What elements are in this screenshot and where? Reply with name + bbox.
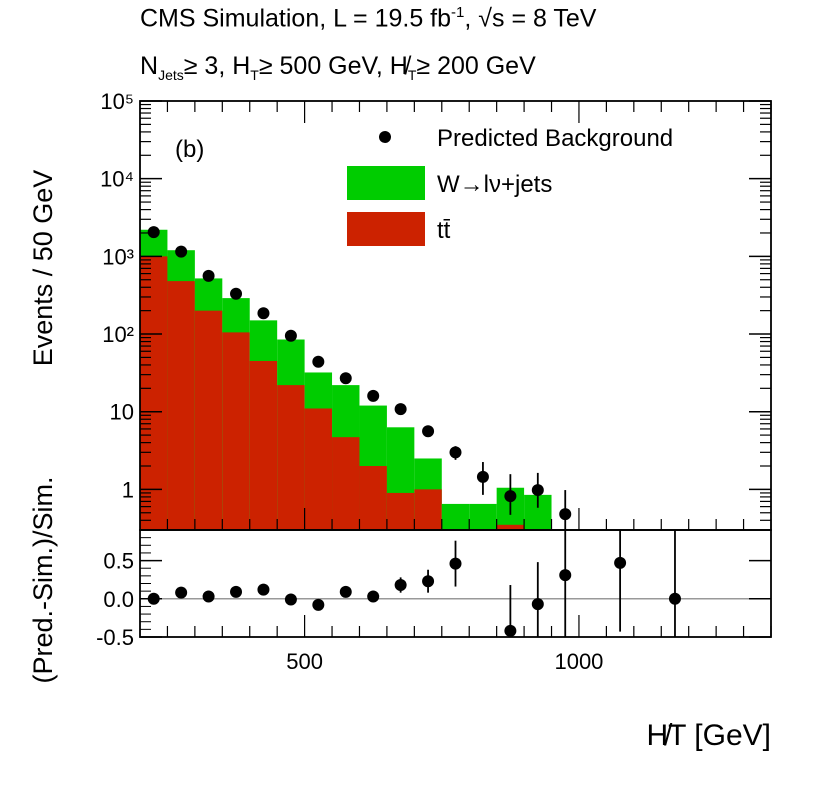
ratio-y-axis-title: (Pred.-Sim.)/Sim.: [28, 476, 58, 683]
header-njets: N: [140, 52, 159, 80]
main-points-layer: [147, 226, 572, 530]
ratio-point: [504, 624, 517, 637]
ratio-point: [284, 593, 297, 606]
predicted-point: [339, 372, 352, 385]
ttbar-bar: [332, 437, 360, 530]
header-ht-sub: T: [250, 67, 259, 83]
ratio-point: [422, 575, 435, 588]
ratio-point: [531, 598, 544, 611]
ratio-point: [559, 569, 572, 582]
header-energy-text: , √s = 8 TeV: [464, 4, 597, 33]
ttbar-bar: [386, 492, 415, 530]
predicted-point: [531, 484, 544, 497]
main-axes-layer: 1 10 10² 10³ 10⁴ 10⁵ (b): [100, 89, 772, 531]
header-njets-sub: Jets: [158, 67, 184, 83]
axis-titles: Events / 50 GeV (Pred.-Sim.)/Sim. H̸T [GeV…: [28, 170, 771, 752]
ratio-point: [367, 590, 380, 603]
ratio-point: [394, 579, 407, 592]
header-lumi-exponent: -1: [451, 4, 465, 21]
main-y-tick-label: 10²: [102, 322, 134, 347]
header-cut-ht: ≥ 3, H: [183, 52, 251, 80]
predicted-point: [504, 490, 517, 503]
main-y-tick-label: 10: [110, 400, 134, 425]
main-y-tick-label: 10⁴: [100, 167, 134, 192]
ttbar-bar: [414, 489, 442, 530]
ratio-point: [230, 585, 243, 598]
ratio-y-tick-label: 0.0: [103, 587, 134, 612]
main-y-tick-label: 1: [122, 477, 134, 502]
wjets-bar: [469, 503, 497, 530]
ttbar-bar: [277, 385, 305, 530]
ttbar-bar: [167, 281, 195, 530]
predicted-point: [257, 307, 270, 320]
predicted-point: [422, 425, 435, 438]
predicted-point: [394, 403, 407, 416]
ttbar-bar: [140, 256, 168, 530]
header-lumi-text: CMS Simulation, L = 19.5 fb: [140, 4, 452, 33]
header-cut-mht-value: ≥ 200 GeV: [416, 52, 536, 80]
predicted-point: [559, 508, 572, 521]
ttbar-bar: [222, 332, 250, 530]
legend-swatch: [347, 212, 425, 246]
header-line-1: CMS Simulation, L = 19.5 fb-1, √s = 8 Te…: [140, 4, 596, 33]
ratio-layer: 0.5 0.0 -0.5 500 1000: [96, 529, 772, 674]
wjets-bar: [441, 503, 470, 530]
x-axis-title: H̸T [GeV]: [647, 719, 771, 752]
predicted-point: [284, 329, 297, 342]
ratio-point: [175, 586, 188, 599]
legend-label: W→lν+jets: [437, 171, 552, 198]
predicted-point: [476, 470, 489, 483]
ratio-y-tick-label: -0.5: [96, 625, 134, 650]
legend: Predicted Background W→lν+jets tt̄: [347, 125, 673, 246]
ttbar-bar: [194, 310, 223, 530]
predicted-point: [202, 269, 215, 282]
main-stack-layer: [140, 229, 552, 530]
ratio-point: [257, 583, 270, 596]
predicted-point: [147, 226, 160, 239]
header-line-2: NJets≥ 3, HT≥ 500 GeV, H̸T≥ 200 GeV: [140, 52, 536, 83]
legend-marker: [379, 131, 391, 143]
predicted-point: [312, 355, 325, 368]
ratio-point: [668, 592, 681, 605]
ttbar-bar: [359, 466, 387, 530]
ratio-point: [147, 592, 160, 605]
ratio-point: [202, 590, 215, 603]
legend-swatch: [347, 166, 425, 200]
x-tick-label: 1000: [554, 649, 603, 674]
ratio-point: [312, 598, 325, 611]
ttbar-bar: [249, 360, 278, 530]
ratio-point: [339, 585, 352, 598]
main-y-tick-label: 10⁵: [100, 89, 134, 114]
ratio-y-tick-label: 0.5: [103, 549, 134, 574]
x-tick-label: 500: [286, 649, 323, 674]
header-mht-sub: T: [407, 67, 417, 83]
ratio-point: [449, 557, 462, 570]
header-cut-mht: ≥ 500 GeV, H̸: [258, 52, 408, 80]
ratio-point: [614, 556, 627, 569]
ttbar-bar: [304, 408, 333, 530]
ttbar-bar: [496, 524, 525, 530]
legend-label: Predicted Background: [437, 125, 673, 152]
predicted-point: [230, 287, 243, 300]
legend-label: tt̄: [437, 217, 451, 244]
predicted-point: [175, 245, 188, 258]
predicted-point: [367, 389, 380, 402]
main-y-tick-label: 10³: [102, 244, 134, 269]
panel-label: (b): [175, 136, 204, 163]
main-y-axis-title: Events / 50 GeV: [28, 170, 58, 367]
predicted-point: [449, 446, 462, 459]
